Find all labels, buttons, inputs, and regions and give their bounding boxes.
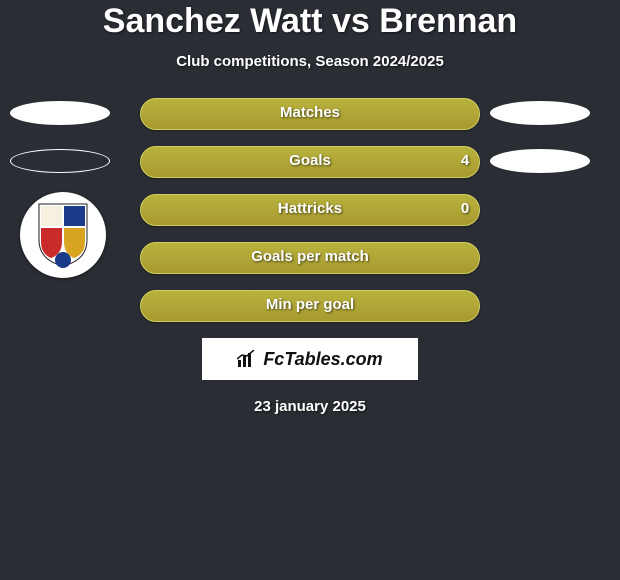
stat-value-right: 0 <box>450 200 480 217</box>
site-logo: FcTables.com <box>202 338 418 380</box>
player-left-pill <box>10 149 110 173</box>
page-title: Sanchez Watt vs Brennan <box>0 2 620 41</box>
stat-row: Matches <box>0 98 620 134</box>
stat-label: Min per goal <box>140 296 480 313</box>
comparison-container: Sanchez Watt vs Brennan Club competition… <box>0 0 620 415</box>
stat-label: Goals per match <box>140 248 480 265</box>
player-right-pill <box>490 149 590 173</box>
stat-label: Matches <box>140 104 480 121</box>
stat-value-right: 4 <box>450 152 480 169</box>
stat-row: Hattricks0 <box>0 194 620 230</box>
page-subtitle: Club competitions, Season 2024/2025 <box>0 53 620 70</box>
stat-label: Goals <box>140 152 480 169</box>
stat-label: Hattricks <box>140 200 480 217</box>
stat-row: Goals4 <box>0 146 620 182</box>
chart-icon <box>237 350 257 368</box>
player-right-pill <box>490 101 590 125</box>
logo-text: FcTables.com <box>263 349 382 370</box>
stat-row: Min per goal <box>0 290 620 326</box>
player-left-pill <box>10 101 110 125</box>
stat-row: Goals per match <box>0 242 620 278</box>
snapshot-date: 23 january 2025 <box>0 398 620 415</box>
stat-rows: Matches Goals4 Hattricks0 Goals per match M… <box>0 98 620 326</box>
